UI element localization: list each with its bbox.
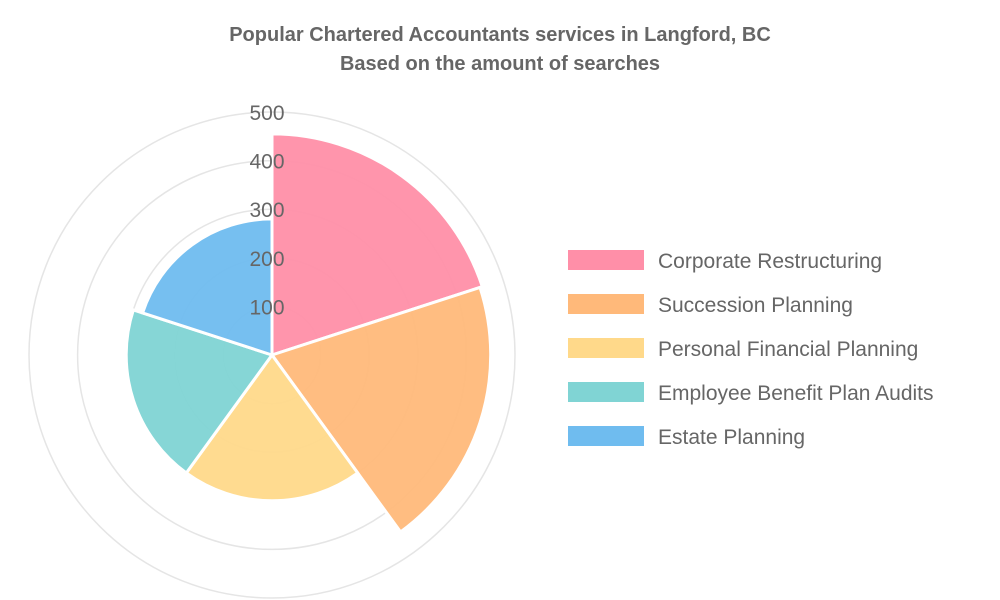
tick-label-100: 100 (249, 296, 284, 319)
legend-swatch-corporate-restructuring (568, 250, 644, 270)
radial-tick-labels: 100 200 300 400 500 (249, 102, 284, 319)
data-slices (124, 132, 493, 535)
legend-swatch-personal-financial-planning (568, 338, 644, 358)
tick-label-400: 400 (249, 151, 284, 174)
legend-swatch-employee-benefit-plan-audits (568, 382, 644, 402)
tick-label-200: 200 (249, 248, 284, 271)
legend-label-personal-financial-planning: Personal Financial Planning (658, 338, 918, 361)
chart-title: Popular Chartered Accountants services i… (229, 24, 771, 75)
grid-circle-500 (28, 111, 516, 599)
legend: Corporate Restructuring Succession Planni… (568, 250, 934, 449)
legend-swatch-estate-planning (568, 426, 644, 446)
legend-label-estate-planning: Estate Planning (658, 426, 805, 449)
slice-personal-financial-planning (184, 352, 360, 503)
legend-label-employee-benefit-plan-audits: Employee Benefit Plan Audits (658, 382, 934, 405)
slice-estate-planning (140, 217, 274, 358)
slice-corporate-restructuring (270, 132, 485, 358)
legend-label-corporate-restructuring: Corporate Restructuring (658, 250, 882, 273)
chart-title-line-1: Popular Chartered Accountants services i… (229, 24, 771, 46)
chart-title-line-2: Based on the amount of searches (340, 53, 660, 75)
slice-employee-benefit-plan-audits (124, 308, 275, 476)
tick-label-300: 300 (249, 199, 284, 222)
slice-succession-planning (269, 285, 493, 535)
legend-swatch-succession-planning (568, 294, 644, 314)
tick-label-500: 500 (249, 102, 284, 125)
legend-label-succession-planning: Succession Planning (658, 294, 853, 317)
